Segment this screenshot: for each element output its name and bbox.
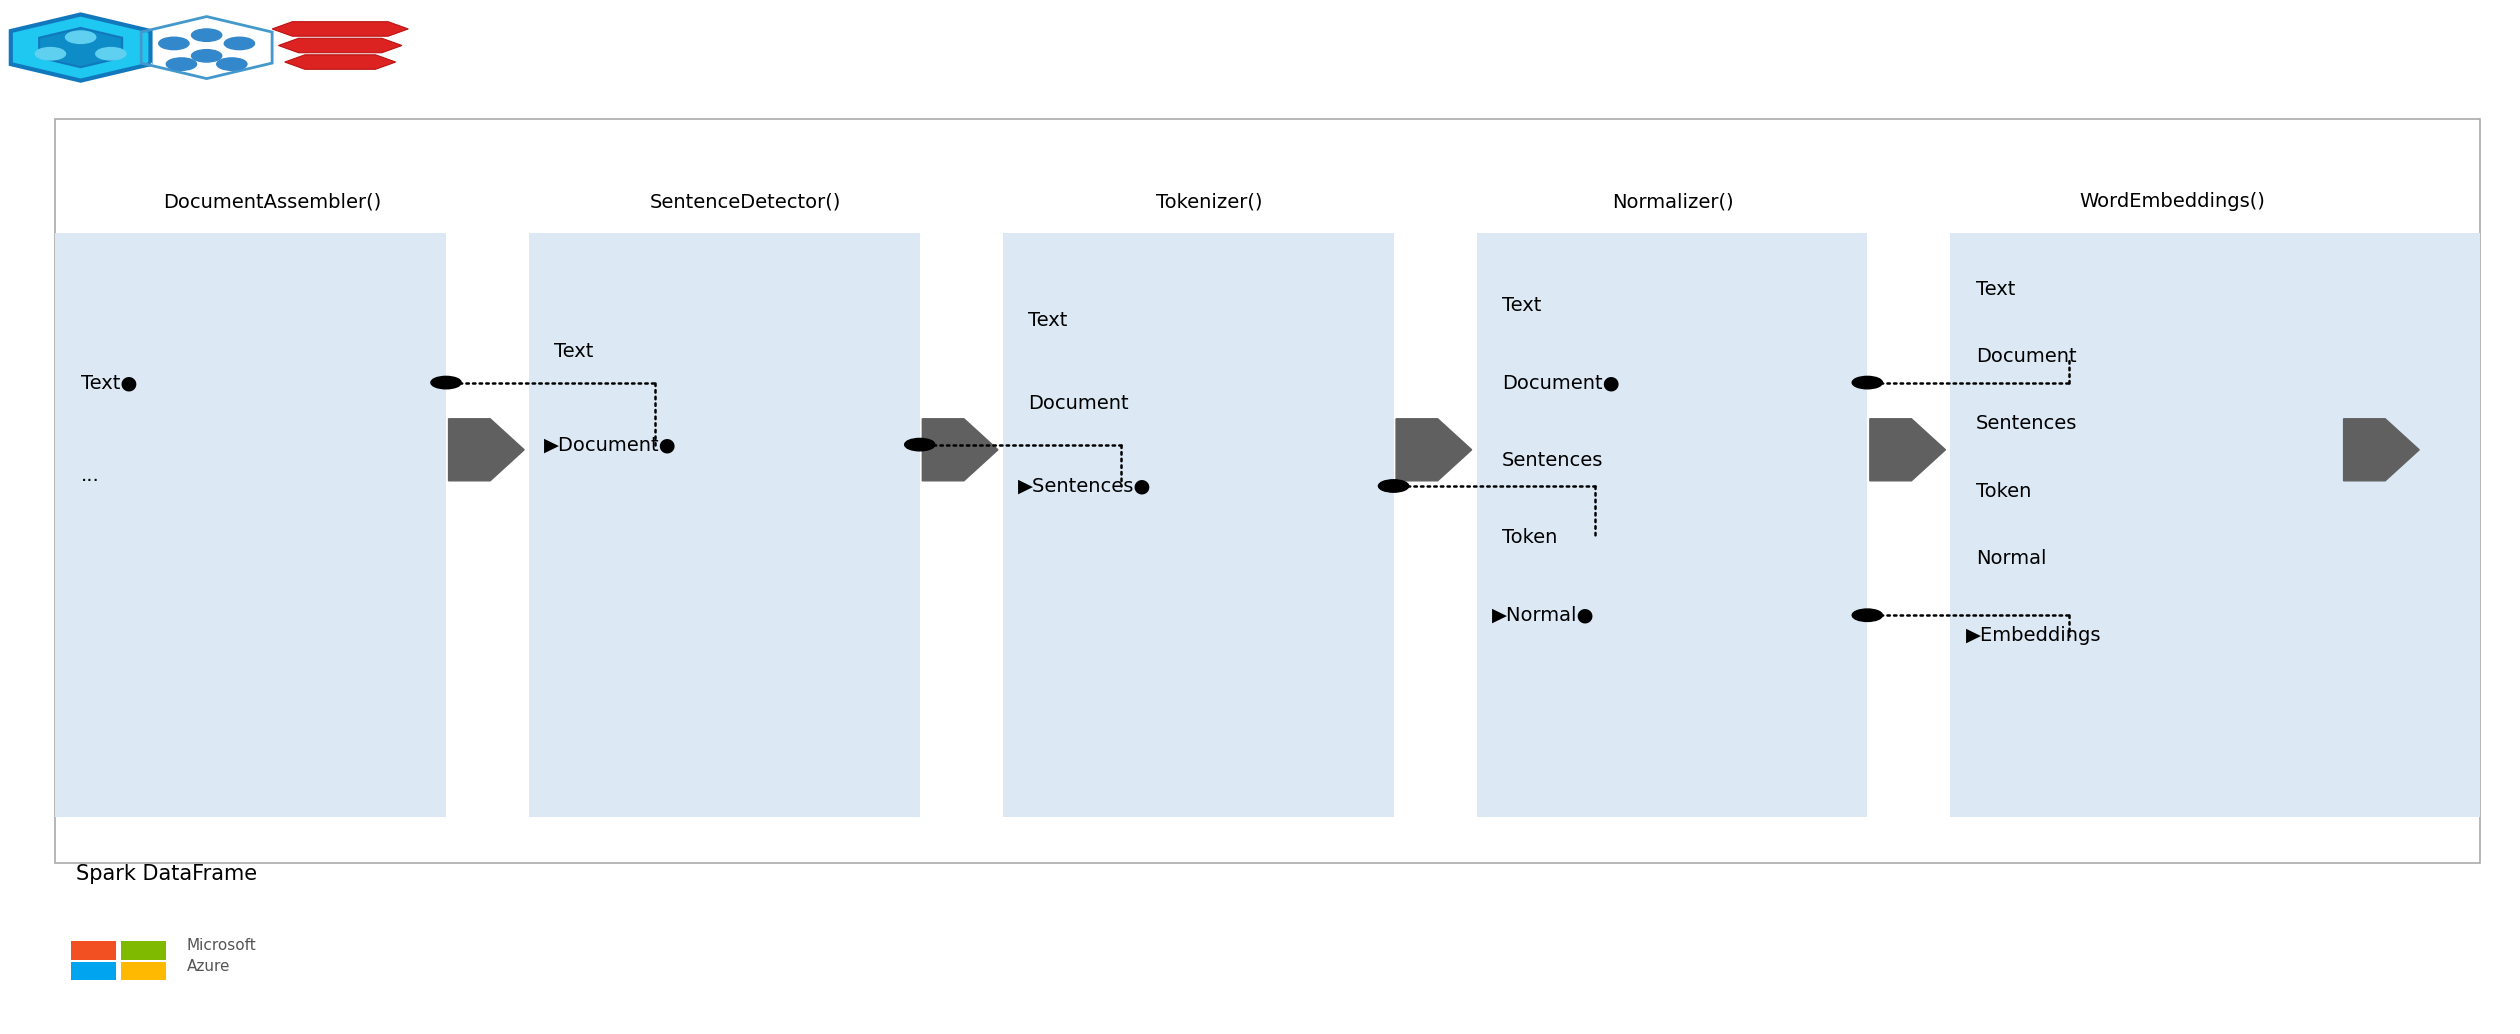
Text: Document●: Document● bbox=[1502, 373, 1620, 392]
Text: Text: Text bbox=[1028, 311, 1068, 330]
Bar bbox=[1477, 233, 1867, 817]
Bar bbox=[55, 119, 2480, 863]
Circle shape bbox=[66, 31, 96, 43]
FancyArrow shape bbox=[1396, 419, 1472, 481]
Text: ▶Document●: ▶Document● bbox=[544, 435, 678, 454]
Polygon shape bbox=[10, 14, 151, 81]
Bar bbox=[121, 962, 166, 980]
Bar bbox=[121, 941, 166, 960]
Text: Normal: Normal bbox=[1976, 549, 2046, 568]
Polygon shape bbox=[285, 55, 396, 69]
Text: Tokenizer(): Tokenizer() bbox=[1157, 192, 1263, 211]
Text: Document: Document bbox=[1028, 394, 1129, 413]
Circle shape bbox=[96, 48, 126, 60]
Text: Document: Document bbox=[1976, 347, 2076, 366]
Circle shape bbox=[905, 438, 935, 451]
Circle shape bbox=[431, 376, 461, 389]
Text: SentenceDetector(): SentenceDetector() bbox=[650, 192, 842, 211]
FancyArrow shape bbox=[449, 419, 524, 481]
Bar bbox=[55, 233, 446, 817]
Circle shape bbox=[1378, 480, 1409, 492]
Circle shape bbox=[1852, 376, 1882, 389]
Polygon shape bbox=[272, 22, 408, 36]
Text: Normalizer(): Normalizer() bbox=[1613, 192, 1734, 211]
Text: Sentences: Sentences bbox=[1976, 415, 2076, 433]
Text: ▶Normal●: ▶Normal● bbox=[1492, 606, 1595, 625]
Text: Token: Token bbox=[1976, 482, 2031, 500]
Text: Text: Text bbox=[1502, 296, 1542, 314]
Polygon shape bbox=[280, 38, 403, 53]
Circle shape bbox=[217, 58, 247, 70]
Text: Microsoft: Microsoft bbox=[186, 938, 257, 953]
Circle shape bbox=[166, 58, 197, 70]
Text: Text●: Text● bbox=[81, 373, 136, 392]
FancyArrow shape bbox=[1870, 419, 1945, 481]
Text: ▶Embeddings: ▶Embeddings bbox=[1966, 627, 2102, 645]
FancyArrow shape bbox=[922, 419, 998, 481]
Bar bbox=[71, 962, 116, 980]
Text: DocumentAssembler(): DocumentAssembler() bbox=[164, 192, 381, 211]
Circle shape bbox=[159, 37, 189, 50]
Text: ▶Sentences●: ▶Sentences● bbox=[1018, 477, 1152, 495]
Polygon shape bbox=[40, 28, 121, 67]
Circle shape bbox=[192, 50, 222, 62]
Bar bbox=[1950, 233, 2480, 817]
Circle shape bbox=[192, 29, 222, 41]
FancyArrow shape bbox=[2344, 419, 2419, 481]
Text: Token: Token bbox=[1502, 528, 1557, 547]
Text: Sentences: Sentences bbox=[1502, 451, 1603, 469]
Circle shape bbox=[224, 37, 255, 50]
Text: WordEmbeddings(): WordEmbeddings() bbox=[2079, 192, 2265, 211]
Circle shape bbox=[1852, 609, 1882, 621]
Text: Text: Text bbox=[1976, 280, 2016, 299]
Text: Azure: Azure bbox=[186, 959, 229, 974]
Text: ...: ... bbox=[81, 466, 98, 485]
Bar bbox=[1003, 233, 1394, 817]
Circle shape bbox=[35, 48, 66, 60]
Text: Text: Text bbox=[554, 342, 595, 361]
Bar bbox=[529, 233, 920, 817]
Text: Spark DataFrame: Spark DataFrame bbox=[76, 863, 257, 884]
Bar bbox=[71, 941, 116, 960]
